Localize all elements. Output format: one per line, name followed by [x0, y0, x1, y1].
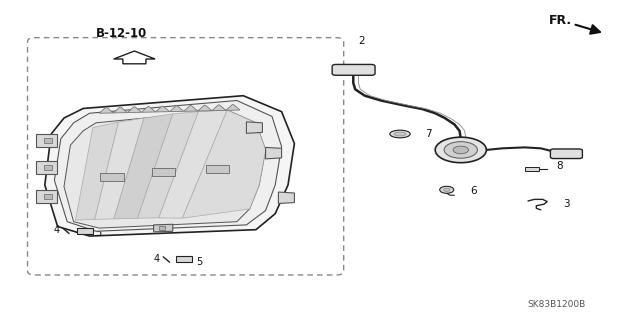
- Bar: [206, 165, 229, 173]
- Ellipse shape: [390, 130, 410, 138]
- Circle shape: [444, 142, 477, 158]
- Bar: [152, 168, 175, 176]
- Bar: [44, 194, 52, 199]
- Polygon shape: [36, 190, 57, 203]
- Polygon shape: [114, 51, 155, 64]
- Circle shape: [435, 137, 486, 163]
- Text: FR.: FR.: [548, 14, 572, 27]
- Polygon shape: [45, 96, 294, 236]
- Bar: [44, 138, 52, 143]
- Polygon shape: [170, 106, 184, 112]
- Polygon shape: [114, 114, 173, 219]
- Polygon shape: [212, 105, 226, 111]
- Polygon shape: [278, 192, 294, 204]
- Polygon shape: [138, 112, 198, 218]
- Text: SK83B1200B: SK83B1200B: [527, 300, 586, 309]
- Text: B-12-10: B-12-10: [96, 27, 147, 40]
- Polygon shape: [198, 105, 212, 111]
- Text: 2: 2: [358, 36, 365, 47]
- Text: 3: 3: [563, 199, 570, 209]
- Polygon shape: [95, 118, 144, 219]
- Bar: [100, 173, 124, 181]
- Ellipse shape: [394, 132, 406, 136]
- Text: 6: 6: [470, 186, 477, 197]
- Bar: [44, 165, 52, 170]
- Polygon shape: [176, 256, 192, 262]
- Bar: [159, 226, 165, 230]
- Text: 5: 5: [95, 228, 101, 238]
- Polygon shape: [184, 106, 198, 111]
- Ellipse shape: [444, 188, 450, 191]
- Polygon shape: [159, 110, 227, 218]
- Circle shape: [453, 146, 468, 154]
- Text: 8: 8: [557, 161, 563, 171]
- Polygon shape: [36, 134, 57, 147]
- Polygon shape: [141, 107, 156, 112]
- Text: 7: 7: [426, 129, 432, 139]
- Polygon shape: [99, 108, 113, 113]
- Polygon shape: [36, 161, 57, 174]
- Polygon shape: [154, 224, 173, 232]
- FancyBboxPatch shape: [332, 64, 375, 75]
- Polygon shape: [246, 122, 262, 133]
- Polygon shape: [156, 106, 170, 112]
- Polygon shape: [226, 105, 240, 110]
- Polygon shape: [54, 100, 282, 231]
- Polygon shape: [113, 107, 127, 113]
- Polygon shape: [77, 228, 93, 234]
- Polygon shape: [182, 110, 266, 218]
- Ellipse shape: [440, 186, 454, 193]
- FancyBboxPatch shape: [550, 149, 582, 159]
- Polygon shape: [127, 107, 141, 113]
- Polygon shape: [266, 147, 282, 159]
- Text: 4: 4: [154, 254, 160, 264]
- Text: 5: 5: [196, 256, 203, 267]
- Polygon shape: [76, 122, 118, 220]
- Bar: [525, 167, 539, 171]
- Text: 4: 4: [53, 225, 60, 235]
- Polygon shape: [64, 110, 266, 228]
